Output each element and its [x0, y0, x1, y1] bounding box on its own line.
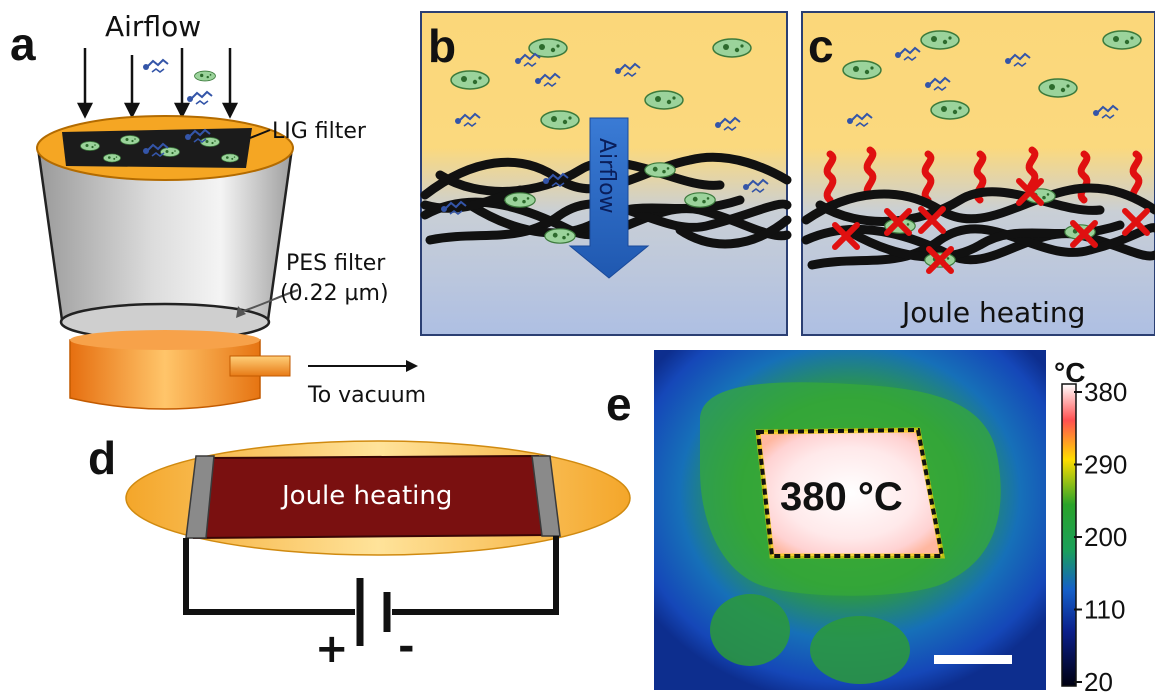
battery-minus-label: - — [398, 624, 415, 670]
panel-letter-b: b — [428, 20, 456, 72]
colorbar-tick-label: 110 — [1084, 595, 1125, 625]
virus-icon — [142, 59, 169, 73]
colorbar-unit: °C — [1054, 357, 1085, 388]
panel-letter-a: a — [10, 18, 36, 70]
circuit-wire — [183, 536, 559, 615]
panel-letter-d: d — [88, 432, 116, 484]
airflow-arrows — [76, 48, 239, 119]
airflow-arrow-b — [568, 117, 650, 279]
panel-letter-e: e — [606, 378, 632, 430]
colorbar-tick-label: 200 — [1084, 522, 1127, 552]
colorbar-ticks: 380 290 200 110 20 — [1074, 377, 1127, 695]
vacuum-tube — [229, 355, 291, 377]
joule-heating-label-d: Joule heating — [280, 481, 452, 511]
lig-pointer-line — [249, 129, 271, 139]
panel-d: d Joule heating + - — [88, 432, 631, 672]
airflow-label-b: Airflow — [594, 138, 619, 214]
pes-label-line1: PES filter — [286, 251, 386, 276]
colorbar-tick-label: 290 — [1084, 450, 1127, 480]
electrode-right — [531, 455, 561, 537]
panel-e: e 380 °C °C 380 290 200 110 20 — [606, 350, 1127, 695]
panel-b: b — [420, 11, 792, 336]
hot-zone — [758, 430, 942, 556]
virus-icon — [186, 91, 213, 105]
thermal-blob-left — [710, 594, 790, 666]
colorbar — [1061, 383, 1077, 687]
colorbar-tick-label: 20 — [1084, 667, 1113, 695]
pes-label-line2: (0.22 µm) — [280, 281, 389, 306]
temperature-label: 380 °C — [780, 475, 903, 519]
panel-letter-c: c — [808, 20, 834, 72]
panel-c: c — [801, 11, 1155, 336]
panel-a: a Airflow LIG filter — [10, 10, 426, 410]
battery-plus-label: + — [315, 626, 349, 672]
bacteria-icon — [194, 70, 216, 82]
colorbar-tick-label: 380 — [1084, 377, 1127, 407]
to-vacuum-label: To vacuum — [307, 383, 426, 408]
thermal-blob-right — [810, 616, 910, 684]
pes-pointer — [239, 289, 299, 313]
joule-heating-label-c: Joule heating — [900, 296, 1085, 329]
airflow-label: Airflow — [105, 10, 201, 43]
electrode-left — [185, 455, 215, 539]
scale-bar — [934, 655, 1012, 664]
funnel-base — [69, 339, 261, 410]
lig-filter-label: LIG filter — [272, 119, 367, 144]
